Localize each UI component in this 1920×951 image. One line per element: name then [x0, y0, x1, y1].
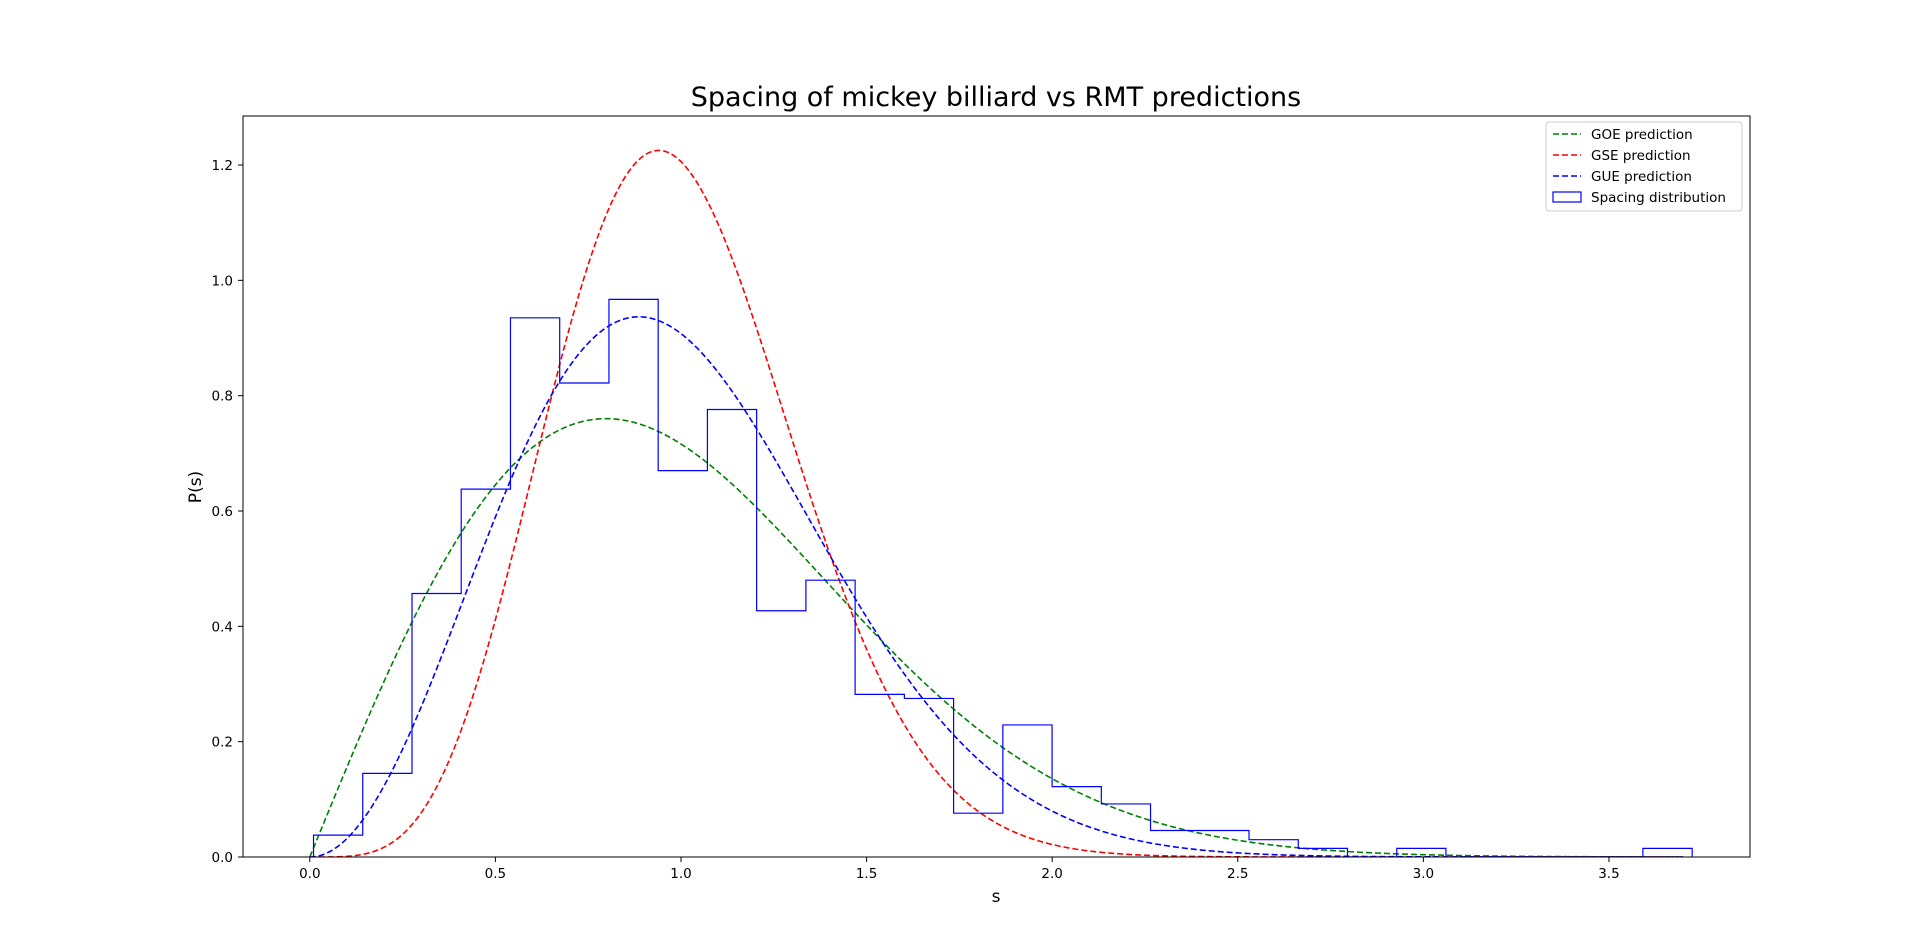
- y-tick-label: 0.4: [212, 619, 233, 635]
- legend-label: GUE prediction: [1591, 169, 1692, 185]
- gse-prediction-curve: [309, 149, 1684, 857]
- x-tick-label: 1.5: [856, 866, 877, 882]
- spacing-histogram: [312, 298, 1693, 857]
- y-tick-label: 1.0: [212, 273, 233, 289]
- legend-label: GSE prediction: [1591, 148, 1691, 164]
- legend: GOE prediction GSE prediction GUE predicti…: [1545, 121, 1743, 212]
- y-tick-label: 0.6: [212, 504, 233, 520]
- x-tick-label: 3.0: [1413, 866, 1434, 882]
- axes-layer: 0.0 0.5 1.0 1.5 2.0 2.5 3.0 3.5 0.0 0.2 0.4 0.6 0.8 1…: [212, 158, 1620, 882]
- y-tick-label: 0.8: [212, 389, 233, 405]
- legend-label: Spacing distribution: [1591, 190, 1726, 206]
- legend-swatch: [1552, 191, 1582, 203]
- x-tick-label: 2.5: [1227, 866, 1248, 882]
- x-tick-label: 1.0: [670, 866, 691, 882]
- legend-label: GOE prediction: [1591, 127, 1693, 143]
- y-tick-label: 1.2: [212, 158, 233, 174]
- y-tick-label: 0.2: [212, 735, 233, 751]
- legend-box: [1545, 121, 1743, 212]
- y-tick-label: 0.0: [212, 850, 233, 866]
- x-tick-label: 0.5: [485, 866, 506, 882]
- y-axis-label: P(s): [186, 471, 206, 503]
- goe-prediction-curve: [309, 417, 1684, 857]
- x-tick-label: 2.0: [1041, 866, 1062, 882]
- plot-frame: [242, 115, 1751, 858]
- x-tick-label: 0.0: [299, 866, 320, 882]
- x-tick-label: 3.5: [1598, 866, 1619, 882]
- chart-title: Spacing of mickey billiard vs RMT predic…: [691, 82, 1301, 113]
- x-axis-label: s: [992, 887, 1001, 907]
